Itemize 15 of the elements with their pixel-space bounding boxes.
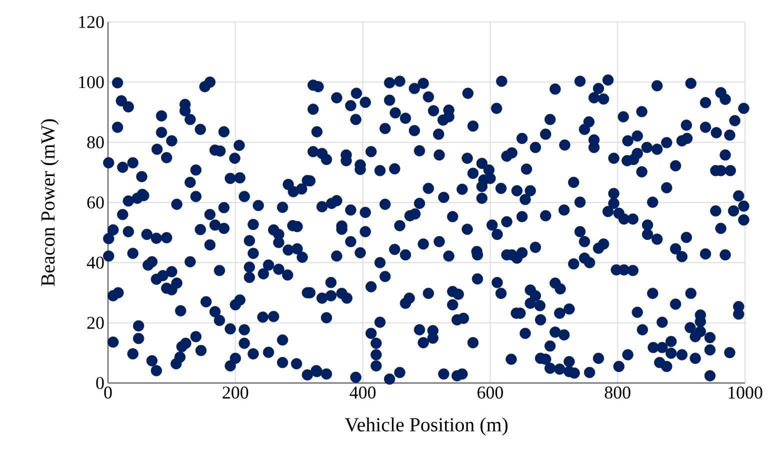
- y-tick-label: 120: [79, 16, 104, 28]
- x-tick-label: 200: [222, 386, 248, 399]
- y-tick-label: 20: [87, 316, 104, 329]
- y-tick-label: 100: [79, 76, 104, 88]
- x-tick-label: 0: [104, 386, 112, 399]
- y-tick-label: 0: [96, 376, 104, 390]
- x-tick-label: 800: [604, 386, 630, 399]
- y-axis-title: Beacon Power (mW): [40, 119, 59, 286]
- x-axis-title: Vehicle Position (m): [344, 417, 508, 436]
- y-tick-label: 40: [86, 256, 104, 269]
- y-tick-label: 80: [87, 136, 104, 148]
- x-tick-label: 400: [350, 386, 376, 399]
- x-tick-label: 600: [478, 386, 503, 399]
- y-tick-label: 60: [87, 196, 104, 209]
- x-tick-label: 1000: [728, 386, 762, 399]
